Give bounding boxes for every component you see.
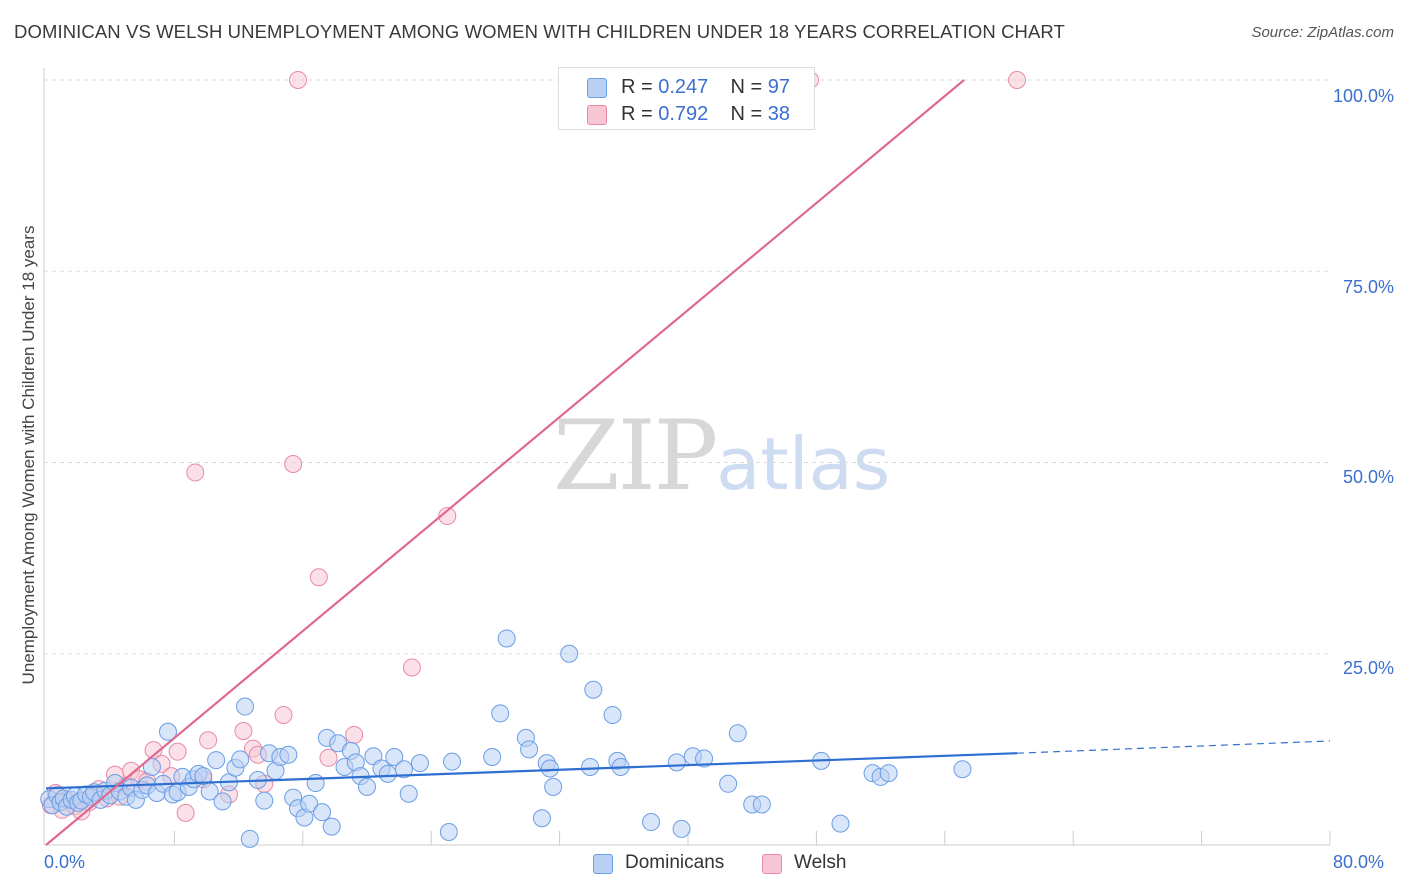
watermark: ZIPatlas xyxy=(553,400,890,512)
dominicans-trend-line xyxy=(45,752,1018,790)
source-credit: Source: ZipAtlas.com xyxy=(1251,24,1394,41)
bottom-legend-swatch-dominicans xyxy=(593,854,613,874)
welsh-point xyxy=(438,507,457,526)
dominican-point xyxy=(439,822,458,841)
dominican-point xyxy=(279,745,298,764)
dominican-point xyxy=(236,697,255,716)
x-tick-label-max: 80.0% xyxy=(1333,852,1385,872)
dominican-point xyxy=(213,792,232,811)
dominican-point xyxy=(207,751,226,770)
dominican-point xyxy=(667,753,686,772)
dominican-point xyxy=(358,777,376,796)
chart-title: DOMINICAN VS WELSH UNEMPLOYMENT AMONG WO… xyxy=(14,21,1065,42)
welsh-point xyxy=(402,658,421,677)
dominicans-trend-extension xyxy=(1017,740,1331,754)
dominican-point xyxy=(728,724,747,743)
legend-n-value-dominicans: 97 xyxy=(767,76,791,98)
dominican-point xyxy=(540,759,559,778)
watermark-atlas: atlas xyxy=(716,422,891,506)
welsh-point xyxy=(176,803,195,822)
dominican-point xyxy=(560,644,579,663)
welsh-point xyxy=(288,71,307,89)
dominican-point xyxy=(394,760,413,779)
dominican-point xyxy=(532,809,551,828)
watermark-zip: ZIP xyxy=(553,400,718,512)
dominican-point xyxy=(313,803,332,822)
dominican-point xyxy=(410,754,429,773)
dominican-point xyxy=(194,767,213,786)
legend-text-welsh: R = 0.792 N = 38 xyxy=(621,103,791,125)
dominican-point xyxy=(491,704,510,723)
y-tick-label-25: 25.0% xyxy=(1342,658,1394,678)
x-tick-label-min: 0.0% xyxy=(44,852,86,872)
y-tick-label-50: 50.0% xyxy=(1342,467,1394,487)
dominican-point xyxy=(158,722,177,741)
welsh-point xyxy=(345,725,364,744)
dominican-point xyxy=(544,777,563,796)
dominican-point xyxy=(322,817,341,836)
dominican-point xyxy=(240,829,259,848)
legend-text-dominicans: R = 0.247 N = 97 xyxy=(621,76,791,98)
dominican-point xyxy=(255,791,274,810)
dominican-point xyxy=(752,795,771,814)
dominican-point xyxy=(672,819,691,838)
dominican-point xyxy=(385,748,404,767)
welsh-point xyxy=(284,455,303,474)
dominican-point xyxy=(719,774,738,793)
dominican-point xyxy=(378,764,397,783)
y-tick-label-75: 75.0% xyxy=(1342,277,1394,297)
dominican-point xyxy=(831,814,850,833)
y-axis-label: Unemployment Among Women with Children U… xyxy=(19,225,38,685)
welsh-point xyxy=(168,742,187,761)
welsh-point xyxy=(234,722,253,741)
welsh-point xyxy=(1008,71,1027,89)
dominican-point xyxy=(306,774,325,793)
legend-r-value-dominicans: 0.247 xyxy=(658,76,709,98)
welsh-point xyxy=(309,568,328,587)
legend-swatch-welsh xyxy=(587,105,607,125)
welsh-trend-line xyxy=(45,79,965,846)
dominican-point xyxy=(300,794,319,813)
dominican-point xyxy=(483,748,502,767)
welsh-point xyxy=(186,463,205,482)
dominican-point xyxy=(231,750,250,769)
legend: R = 0.247 N = 97 R = 0.792 N = 38 xyxy=(558,67,815,130)
dominican-point xyxy=(581,757,600,776)
bottom-legend-label-welsh: Welsh xyxy=(794,852,847,873)
welsh-point xyxy=(319,748,338,767)
welsh-point xyxy=(199,731,218,750)
dominican-point xyxy=(443,752,462,771)
legend-r-value-welsh: 0.792 xyxy=(658,103,709,125)
dominican-point xyxy=(497,629,516,648)
dominican-point xyxy=(953,760,972,779)
dominican-point xyxy=(879,764,898,783)
bottom-legend-label-dominicans: Dominicans xyxy=(625,852,725,873)
dominican-point xyxy=(520,740,539,759)
welsh-point xyxy=(274,705,293,724)
y-tick-label-100: 100.0% xyxy=(1332,86,1394,106)
dominican-point xyxy=(695,749,714,768)
legend-n-value-welsh: 38 xyxy=(767,103,791,125)
dominican-point xyxy=(603,705,622,724)
dominican-point xyxy=(399,784,418,803)
dominican-point xyxy=(642,813,661,832)
dominican-point xyxy=(142,757,161,776)
legend-swatch-dominicans xyxy=(587,78,607,98)
dominican-point xyxy=(584,680,603,699)
bottom-legend-swatch-welsh xyxy=(762,854,782,874)
